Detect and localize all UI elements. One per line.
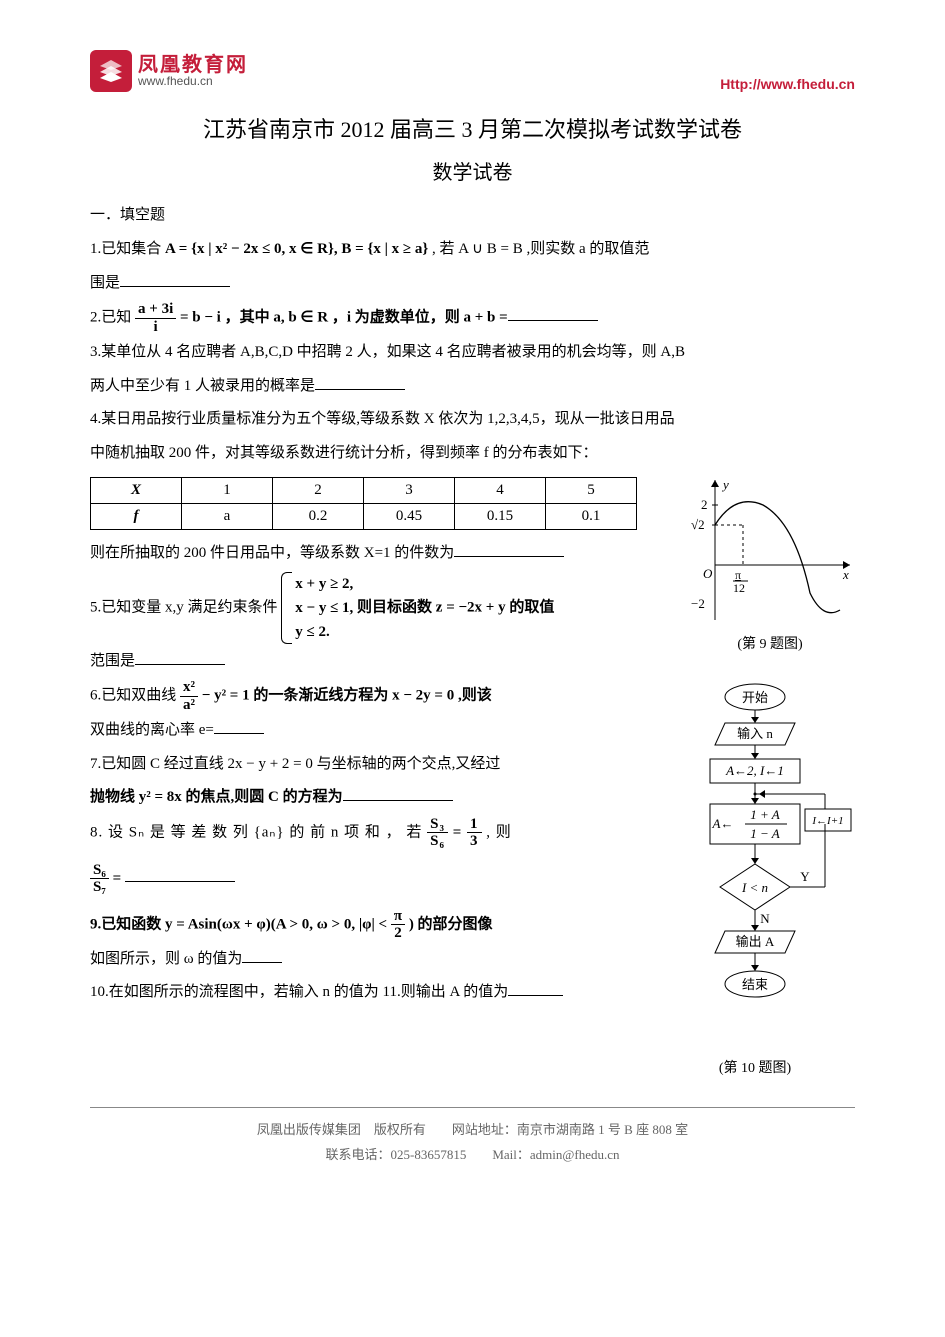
q3-line2: 两人中至少有 1 人被录用的概率是 <box>90 378 315 394</box>
q8-f3d: S₇ <box>90 879 109 896</box>
q8-f2d: 3 <box>467 833 482 850</box>
q9-line1a: 9.已知函数 y = Asin(ωx + φ)(A > 0, ω > 0, |φ… <box>90 916 391 932</box>
sys-row: x − y ≤ 1, <box>295 596 353 620</box>
q8-mid1: = <box>453 824 467 840</box>
q1-prefix: 1.已知集合 <box>90 241 165 257</box>
q8-prefix: 8. 设 Sₙ 是 等 差 数 列 {aₙ} 的 前 n 项 和 ， 若 <box>90 824 427 840</box>
q9-line2: 如图所示，则 ω 的值为 <box>90 951 242 967</box>
q1-tail: 围是 <box>90 275 120 291</box>
footer-line1: 凤凰出版传媒集团 版权所有 网站地址：南京市湖南路 1 号 B 座 808 室 <box>90 1118 855 1143</box>
svg-text:2: 2 <box>701 497 708 512</box>
question-2: 2.已知 a + 3ii = b − i ，其中 a, b ∈ R ，i 为虚数… <box>90 301 855 335</box>
question-8b: S₆S₇ = <box>90 862 855 896</box>
td: 0.45 <box>364 504 455 530</box>
q9-num: π <box>391 908 405 926</box>
q6-num: x² <box>180 679 198 697</box>
q8-tail1: , 则 <box>486 824 512 840</box>
q8-f2n: 1 <box>467 816 482 834</box>
q8-f1d: S₆ <box>427 833 448 850</box>
q1-mid: , 若 A ∪ B = B ,则实数 a 的取值范 <box>432 241 649 257</box>
blank <box>135 649 225 665</box>
question-4c: 则在所抽取的 200 件日用品中，等级系数 X=1 的件数为 <box>90 538 855 570</box>
sys-row: y ≤ 2. <box>295 620 353 644</box>
th: X <box>91 478 182 504</box>
question-6: 6.已知双曲线 x²a² − y² = 1 的一条渐近线方程为 x − 2y =… <box>90 679 855 713</box>
header-url[interactable]: Http://www.fhedu.cn <box>720 76 855 92</box>
site-logo: 凤凰教育网 www.fhedu.cn <box>90 50 248 92</box>
question-7b: 抛物线 y² = 8x 的焦点,则圆 C 的方程为 <box>90 782 855 814</box>
q5-tail: 范围是 <box>90 653 135 669</box>
blank <box>508 980 563 996</box>
page-footer: 凤凰出版传媒集团 版权所有 网站地址：南京市湖南路 1 号 B 座 808 室 … <box>90 1118 855 1167</box>
q6-mid: − y² = 1 的一条渐近线方程为 x − 2y = 0 ,则该 <box>202 687 492 703</box>
td: 0.15 <box>455 504 546 530</box>
q5-mid: 则目标函数 z = −2x + y 的取值 <box>357 599 554 615</box>
th: f <box>91 504 182 530</box>
question-3: 3.某单位从 4 名应聘者 A,B,C,D 中招聘 2 人，如果这 4 名应聘者… <box>90 337 855 369</box>
page-header: 凤凰教育网 www.fhedu.cn Http://www.fhedu.cn <box>90 50 855 92</box>
q2-den: i <box>135 319 176 336</box>
question-9b: 如图所示，则 ω 的值为 <box>90 944 855 976</box>
q4-after: 则在所抽取的 200 件日用品中，等级系数 X=1 的件数为 <box>90 545 454 561</box>
divider <box>90 1107 855 1108</box>
section-label: 一．填空题 <box>90 203 855 224</box>
svg-text:y: y <box>721 477 729 492</box>
q2-prefix: 2.已知 <box>90 309 135 325</box>
question-7a: 7.已知圆 C 经过直线 2x − y + 2 = 0 与坐标轴的两个交点,又经… <box>90 749 855 781</box>
table-row: f a 0.2 0.45 0.15 0.1 <box>91 504 637 530</box>
question-1: 1.已知集合 A = {x | x² − 2x ≤ 0, x ∈ R}, B =… <box>90 234 855 266</box>
sys-row: x + y ≥ 2, <box>295 572 353 596</box>
q8-f3n: S₆ <box>90 862 109 880</box>
logo-text-cn: 凤凰教育网 <box>138 55 248 75</box>
page-subtitle: 数学试卷 <box>90 156 855 185</box>
td: 2 <box>273 478 364 504</box>
blank <box>125 866 235 882</box>
blank <box>454 541 564 557</box>
svg-text:√2: √2 <box>691 517 705 532</box>
q7-line1: 7.已知圆 C 经过直线 2x − y + 2 = 0 与坐标轴的两个交点,又经… <box>90 756 500 772</box>
q8-tail2: = <box>113 870 125 886</box>
q7-line2: 抛物线 y² = 8x 的焦点,则圆 C 的方程为 <box>90 789 343 805</box>
q5-prefix: 5.已知变量 x,y 满足约束条件 <box>90 599 281 615</box>
q9-den: 2 <box>391 925 405 942</box>
blank <box>120 271 230 287</box>
td: 4 <box>455 478 546 504</box>
blank <box>343 785 453 801</box>
q6-den: a² <box>180 697 198 714</box>
q4-table: X 1 2 3 4 5 f a 0.2 0.45 0.15 0.1 <box>90 477 637 530</box>
footer-line2: 联系电话：025-83657815 Mail：admin@fhedu.cn <box>90 1143 855 1168</box>
td: 1 <box>182 478 273 504</box>
q6-line2: 双曲线的离心率 e= <box>90 722 214 738</box>
question-3b: 两人中至少有 1 人被录用的概率是 <box>90 371 855 403</box>
page-title: 江苏省南京市 2012 届高三 3 月第二次模拟考试数学试卷 <box>90 112 855 144</box>
td: 3 <box>364 478 455 504</box>
question-5b: 范围是 <box>90 646 855 678</box>
q9-line1b: ) 的部分图像 <box>409 916 493 932</box>
question-9: 9.已知函数 y = Asin(ωx + φ)(A > 0, ω > 0, |φ… <box>90 908 855 942</box>
logo-text-url: www.fhedu.cn <box>138 75 248 87</box>
td: 5 <box>546 478 637 504</box>
blank <box>315 374 405 390</box>
table-row: X 1 2 3 4 5 <box>91 478 637 504</box>
td: 0.1 <box>546 504 637 530</box>
question-4a: 4.某日用品按行业质量标准分为五个等级,等级系数 X 依次为 1,2,3,4,5… <box>90 404 855 436</box>
blank <box>508 305 598 321</box>
q10-text: 10.在如图所示的流程图中，若输入 n 的值为 11.则输出 A 的值为 <box>90 984 508 1000</box>
q2-num: a + 3i <box>135 301 176 319</box>
question-6b: 双曲线的离心率 e= <box>90 715 855 747</box>
question-10: 10.在如图所示的流程图中，若输入 n 的值为 11.则输出 A 的值为 <box>90 977 855 1077</box>
td: a <box>182 504 273 530</box>
q1-expr: A = {x | x² − 2x ≤ 0, x ∈ R}, B = {x | x… <box>165 241 428 257</box>
logo-icon <box>90 50 132 92</box>
blank <box>242 947 282 963</box>
question-8: 8. 设 Sₙ 是 等 差 数 列 {aₙ} 的 前 n 项 和 ， 若 S₃S… <box>90 816 855 850</box>
question-5: 5.已知变量 x,y 满足约束条件 x + y ≥ 2, x − y ≤ 1, … <box>90 572 855 644</box>
question-1b: 围是 <box>90 268 855 300</box>
td: 0.2 <box>273 504 364 530</box>
q8-f1n: S₃ <box>427 816 448 834</box>
q2-mid: = b − i ，其中 a, b ∈ R ，i 为虚数单位，则 a + b = <box>180 309 508 325</box>
q6-prefix: 6.已知双曲线 <box>90 687 180 703</box>
question-4b: 中随机抽取 200 件，对其等级系数进行统计分析，得到频率 f 的分布表如下： <box>90 438 855 470</box>
blank <box>214 718 264 734</box>
